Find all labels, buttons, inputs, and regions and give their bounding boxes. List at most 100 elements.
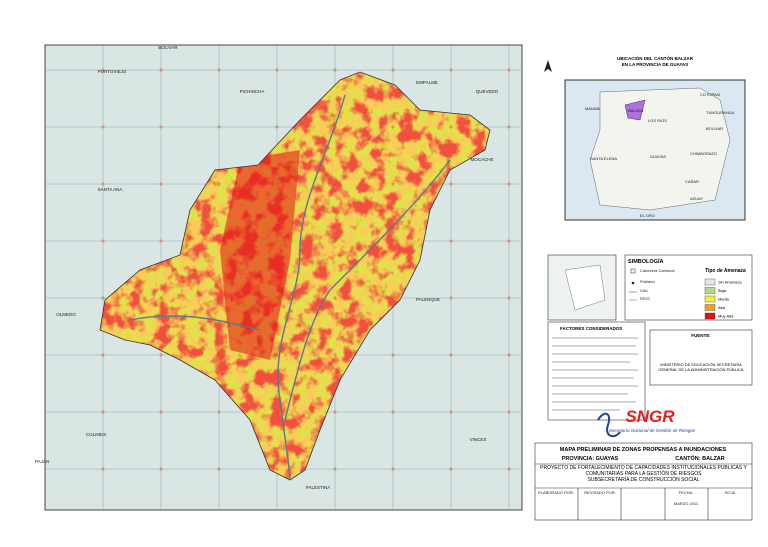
grid-cross [449,296,453,300]
hazard-label: Sin Amenaza [718,280,742,285]
grid-cross [391,353,395,357]
grid-cross [507,239,511,243]
grid-cross [449,239,453,243]
grid-cross [333,239,337,243]
inset-label: CAÑAR [685,179,699,184]
source-box [649,329,753,386]
symbol-cabecera [630,268,636,274]
grid-cross [507,467,511,471]
grid-cross [217,182,221,186]
hazard-label: Baja [718,288,727,293]
place-label: PORTOVIEJO [98,69,127,74]
inset-balzar [624,99,646,121]
inset-subtitle: EN LA PROVINCIA DE GUAYAS [622,62,689,67]
grid-cross [507,68,511,72]
factors-text [552,337,638,411]
legend-symbol: RÍOS [640,296,650,301]
grid-cross [449,353,453,357]
grid-cross [159,410,163,414]
grid-cross [217,353,221,357]
grid-cross [507,125,511,129]
inset-label: LOS RIOS [648,118,667,123]
place-label: PALESTINA [306,485,330,490]
north-arrow [544,60,552,72]
place-label: VINCES [470,437,487,442]
grid-cross [275,353,279,357]
grid-cross [449,125,453,129]
grid-cross [275,239,279,243]
cell-label: REVISADO POR: [584,490,616,495]
grid-cross [275,296,279,300]
inset-label: MANABI [585,106,600,111]
inset-land [589,87,731,211]
legend-symbol: Cabecera Cantonal [640,268,675,273]
place-label: EMPALME [416,80,438,85]
hazard-swatch [704,295,716,303]
place-label: PALENQUE [416,297,440,302]
grid-cross [507,182,511,186]
grid-cross [449,182,453,186]
grid-cross [333,125,337,129]
inset-label: GUAYAS [650,154,666,159]
source-body: MINISTERIO DE EDUCACIÓN SECRETARÍA GENER… [658,362,744,372]
inset-label: AZUAY [690,196,703,201]
cell-label: FECHA: [679,490,694,495]
grid-cross [275,68,279,72]
grid-cross [217,125,221,129]
grid-cross [101,182,105,186]
hazard-swatch [704,278,716,286]
place-label: MOCACHE [470,157,493,162]
office: SUBSECRETARÍA DE CONSTRUCCIÓN SOCIAL [587,477,700,483]
grid-cross [101,239,105,243]
source-title: FUENTE: [691,333,711,338]
grid-cross [391,239,395,243]
project: PROYECTO DE FORTALECIMIENTO DE CAPACIDAD… [540,465,747,477]
cell-value: MARZO 2011 [674,501,699,506]
grid-cross [391,410,395,414]
grid-cross [391,467,395,471]
grid-cross [159,239,163,243]
grid-cross [391,296,395,300]
location-land [564,264,606,311]
project-wrap: PROYECTO DE FORTALECIMIENTO DE CAPACIDAD… [538,465,749,483]
grid-cross [217,296,221,300]
map-title: MAPA PRELIMINAR DE ZONAS PROPENSAS A INU… [560,447,727,453]
grid-cross [275,410,279,414]
legend-box [624,254,753,321]
project-fo: PROYECTO DE FORTALECIMIENTO DE CAPACIDAD… [538,465,749,483]
place-label: SANTA ANA [98,187,123,192]
cell-label: HOJA [725,490,736,495]
grid-cross [333,296,337,300]
hazard-label: Muy Alta [718,314,734,319]
cell-label: ELABORADO POR: [538,490,574,495]
inset-label: SANTA ELENA [590,156,617,161]
inset-label: BALZAR [628,108,644,113]
grid-cross [159,296,163,300]
place-label: COLIMES [86,432,106,437]
logo-subtitle: Secretaría Nacional de Gestión de Riesgo… [609,428,696,433]
legend-symbol: Poblado [640,279,655,284]
grid-cross [333,467,337,471]
hazard-swatch [704,287,716,294]
grid-cross [507,296,511,300]
symbol-poblado [631,281,635,285]
province: PROVINCIA: GUAYAS [562,456,619,462]
grid-cross [217,410,221,414]
grid-cross [217,467,221,471]
place-label: OLMEDO [56,312,76,317]
grid-cross [101,296,105,300]
place-label: PICHINCHA [240,89,265,94]
legend-title: SIMBOLOGÍA [628,257,663,265]
inset-label: TUNGURAHUA [706,110,735,115]
place-label: QUEVEDO [476,89,499,94]
grid-cross [159,182,163,186]
inset-label: EL ORO [640,213,655,218]
canton-name: CANTÓN: BALZAR [675,454,725,462]
grid-cross [159,467,163,471]
hazard-swatch [704,312,716,320]
logo-name: SNGR [625,407,675,426]
grid-cross [449,467,453,471]
place-label: PAJAN [35,459,49,464]
grid-cross [333,182,337,186]
